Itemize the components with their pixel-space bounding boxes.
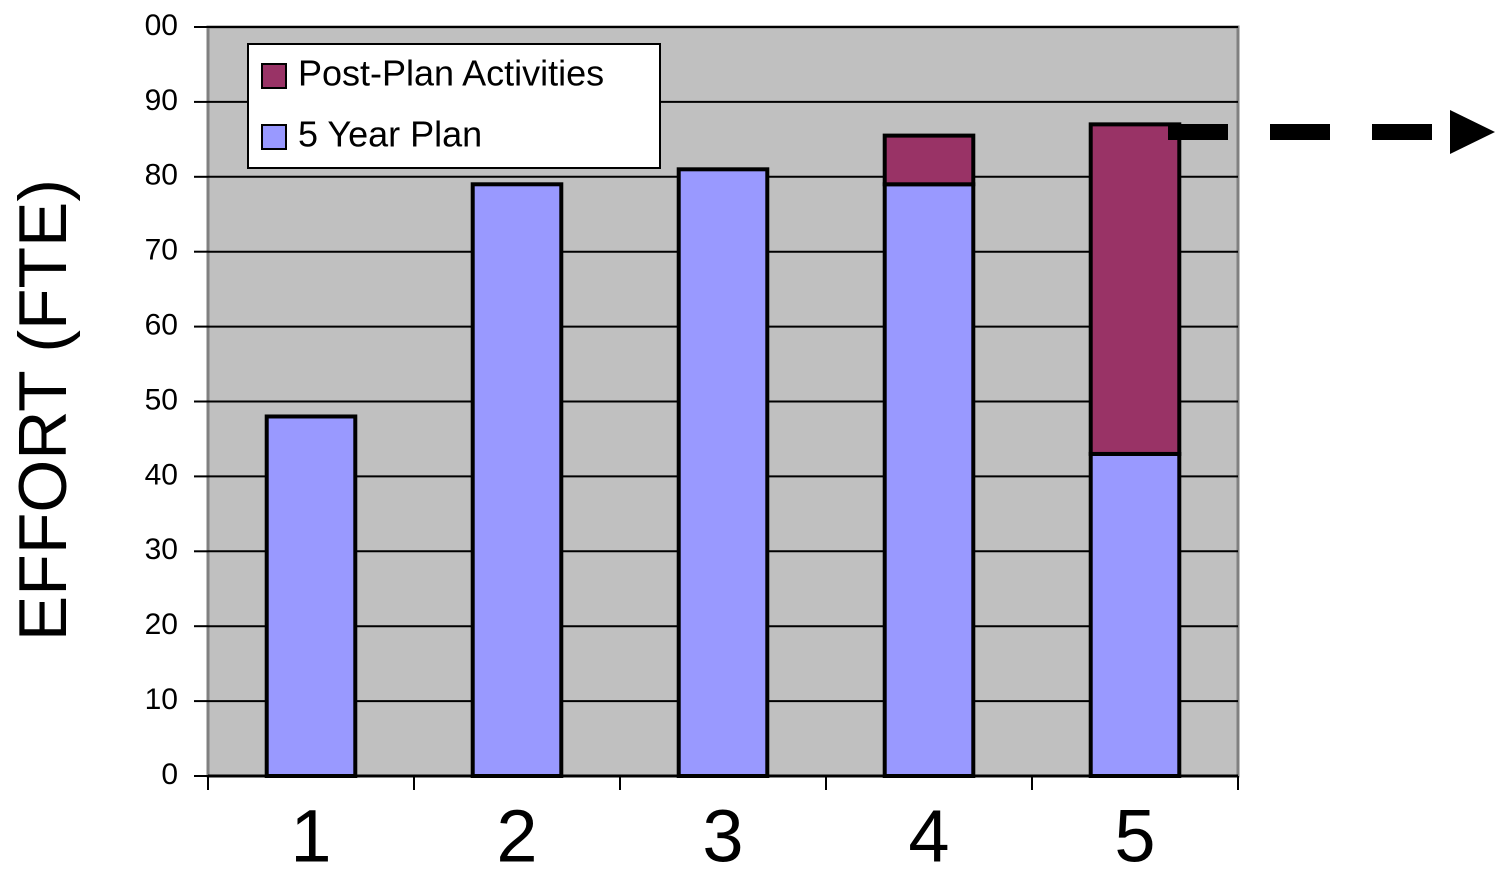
y-axis-title: EFFORT (FTE) [5, 179, 81, 641]
bar-segment [1088, 122, 1182, 456]
bar-segment [1088, 451, 1182, 778]
y-tick-label: 30 [145, 533, 178, 566]
y-tick-label: 70 [145, 234, 178, 267]
bar-segment [470, 182, 564, 779]
x-tick-label: 2 [496, 795, 537, 871]
y-tick-label: 60 [145, 309, 178, 342]
legend-swatch [261, 124, 287, 150]
x-tick-label: 4 [908, 795, 949, 871]
y-tick-label: 00 [145, 9, 178, 42]
y-tick-label: 90 [145, 84, 178, 117]
legend-label: Post-Plan Activities [298, 53, 604, 94]
arrow-head [1450, 110, 1495, 154]
legend-swatch [261, 63, 287, 89]
y-tick-label: 10 [145, 683, 178, 716]
bar-segment [264, 414, 358, 778]
y-tick-label: 20 [145, 608, 178, 641]
bars [264, 122, 1182, 779]
x-tick-label: 5 [1114, 795, 1155, 871]
y-tick-label: 40 [145, 458, 178, 491]
bar-segment [676, 167, 770, 778]
y-tick-label: 80 [145, 159, 178, 192]
legend-box [247, 43, 661, 169]
bar-segment [882, 182, 976, 779]
y-tick-label: 50 [145, 383, 178, 416]
bar-segment [882, 133, 976, 187]
x-tick-label: 1 [290, 795, 331, 871]
x-tick-label: 3 [702, 795, 743, 871]
y-tick-label: 0 [161, 758, 178, 791]
legend-label: 5 Year Plan [298, 114, 482, 155]
